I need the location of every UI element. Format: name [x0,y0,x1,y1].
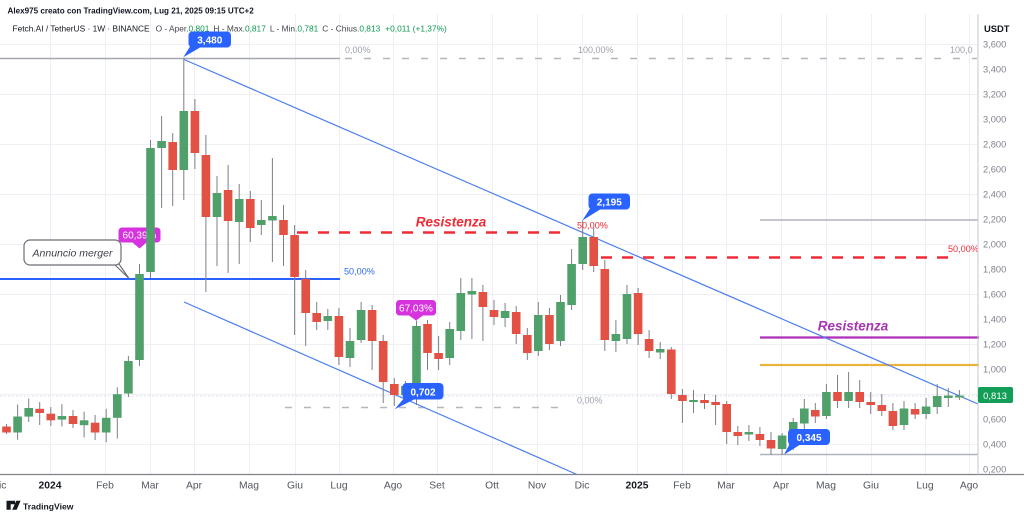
svg-text:50,00%: 50,00% [344,267,375,277]
svg-text:Ago: Ago [960,481,979,492]
svg-text:50,00%: 50,00% [577,221,608,231]
svg-text:Mar: Mar [717,481,735,492]
svg-text:100,0: 100,0 [950,45,973,55]
svg-text:2,600: 2,600 [983,165,1006,175]
svg-text:3,200: 3,200 [983,90,1006,100]
svg-text:3,480: 3,480 [197,35,222,46]
svg-text:0,400: 0,400 [983,440,1006,450]
svg-text:1,800: 1,800 [983,265,1006,275]
svg-text:Apr: Apr [186,481,203,492]
svg-text:Resistenza: Resistenza [416,215,487,230]
svg-text:60,39%: 60,39% [123,231,157,242]
svg-text:Set: Set [429,481,445,492]
svg-text:1,000: 1,000 [983,365,1006,375]
svg-text:2,000: 2,000 [983,240,1006,250]
svg-text:0,702: 0,702 [410,387,435,398]
svg-text:Mag: Mag [816,481,836,492]
svg-text:1,600: 1,600 [983,290,1006,300]
svg-text:TradingView: TradingView [23,502,74,512]
svg-text:2,200: 2,200 [983,215,1006,225]
svg-text:Lug: Lug [330,481,347,492]
svg-text:3,400: 3,400 [983,65,1006,75]
svg-text:1,400: 1,400 [983,315,1006,325]
svg-text:50,00%: 50,00% [948,244,979,254]
svg-text:Ott: Ott [485,481,499,492]
svg-text:Alex975 creato con TradingView: Alex975 creato con TradingView.com, Lug … [8,7,255,16]
svg-text:Dic: Dic [575,481,590,492]
svg-text:67,03%: 67,03% [399,304,433,315]
svg-text:0,600: 0,600 [983,415,1006,425]
svg-text:Resistenza: Resistenza [818,319,889,334]
svg-text:3,000: 3,000 [983,115,1006,125]
svg-text:Feb: Feb [673,481,691,492]
svg-text:100,00%: 100,00% [578,45,614,55]
svg-text:Nov: Nov [528,481,547,492]
svg-text:0,00%: 0,00% [345,45,371,55]
svg-text:0,00%: 0,00% [577,396,603,406]
svg-text:0,345: 0,345 [796,433,821,444]
svg-text:Feb: Feb [96,481,114,492]
svg-text:Fetch.AI / TetherUS · 1W · BIN: Fetch.AI / TetherUS · 1W · BINANCE O - Ap… [13,24,447,34]
svg-text:Giu: Giu [863,481,879,492]
svg-text:USDT: USDT [984,23,1010,34]
svg-text:Mag: Mag [239,481,259,492]
svg-text:Lug: Lug [916,481,933,492]
svg-text:2025: 2025 [626,481,649,492]
svg-text:2024: 2024 [39,481,62,492]
svg-text:1,200: 1,200 [983,340,1006,350]
svg-text:Annuncio merger: Annuncio merger [32,248,113,260]
svg-text:Dic: Dic [0,481,6,492]
svg-text:3,600: 3,600 [983,40,1006,50]
svg-text:2,400: 2,400 [983,190,1006,200]
svg-text:Ago: Ago [384,481,403,492]
svg-text:0,200: 0,200 [983,465,1006,475]
svg-text:Giu: Giu [287,481,303,492]
svg-text:2,195: 2,195 [597,197,622,208]
svg-text:Apr: Apr [773,481,790,492]
svg-text:0,813: 0,813 [983,391,1007,402]
svg-text:2,800: 2,800 [983,140,1006,150]
svg-text:Mar: Mar [141,481,159,492]
